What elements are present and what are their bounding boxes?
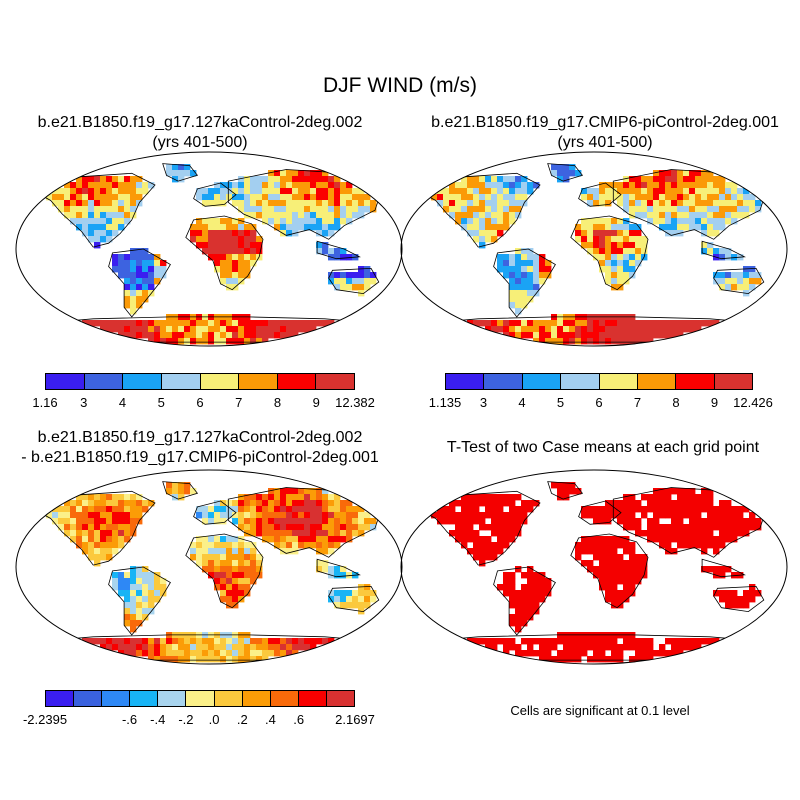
colorbar-swatch [561, 374, 600, 389]
colorbar-tick-label: 2.1697 [335, 712, 375, 727]
colorbar-c [45, 690, 355, 707]
colorbar-b-labels: 1.135 3 4 5 6 7 8 9 12.426 [429, 395, 773, 411]
colorbar-a-labels: 1.16 3 4 5 6 7 8 9 12.382 [32, 395, 375, 411]
map-panel-a [15, 151, 403, 347]
colorbar-tick-label: 3 [80, 395, 88, 410]
colorbar-tick-label: .6 [293, 712, 305, 727]
colorbar-swatch [298, 691, 327, 706]
colorbar-tick-label: 3 [479, 395, 488, 410]
colorbar-tick-label: 6 [595, 395, 603, 410]
colorbar-tick-label: 7 [235, 395, 243, 410]
colorbar-tick-label: .2 [236, 712, 248, 727]
colorbar-tick-label: 4 [518, 395, 526, 410]
map-grid-cells [431, 482, 762, 663]
panel-b-title: b.e21.B1850.f19_g17.CMIP6-piControl-2deg… [395, 113, 800, 153]
colorbar-tick-label: 9 [312, 395, 320, 410]
colorbar-tick-label: .4 [265, 712, 276, 727]
colorbar-swatch [522, 374, 562, 389]
colorbar-swatch [277, 374, 317, 389]
colorbar-swatch [158, 691, 187, 706]
colorbar-tick-label: 4 [118, 395, 127, 410]
colorbar-swatch [242, 691, 271, 706]
colorbar-tick-label: 7 [633, 395, 642, 410]
map-grid-cells [46, 164, 377, 345]
colorbar-swatch [316, 374, 354, 389]
colorbar-tick-label: 1.16 [32, 395, 58, 410]
map-border [15, 151, 403, 347]
colorbar-tick-label: -.4 [150, 712, 166, 727]
map-panel-d [400, 469, 788, 665]
colorbar-swatch [239, 374, 278, 389]
map-grid-cells [431, 164, 762, 345]
panel-c-title-line2: - b.e21.B1850.f19_g17.CMIP6-piControl-2d… [21, 449, 379, 466]
colorbar-swatch [714, 374, 752, 389]
colorbar-swatch [676, 374, 715, 389]
colorbar-tick-label: -.2 [178, 712, 194, 727]
panel-b-title-line1: b.e21.B1850.f19_g17.CMIP6-piControl-2deg… [431, 114, 779, 131]
colorbar-swatch [84, 374, 124, 389]
colorbar-tick-label: 6 [196, 395, 204, 410]
colorbar-tick-label: 1.135 [428, 395, 462, 410]
colorbar-tick-label: 8 [273, 395, 282, 410]
panel-a-title-line1: b.e21.B1850.f19_g17.127kaControl-2deg.00… [37, 114, 363, 131]
map-border [400, 151, 788, 347]
figure-title: DJF WIND (m/s) [323, 74, 477, 97]
colorbar-tick-label: 9 [710, 395, 719, 410]
colorbar-swatch [130, 691, 159, 706]
colorbar-tick-label: 5 [157, 395, 165, 410]
map-border [400, 469, 788, 665]
colorbar-b [445, 373, 753, 390]
panel-b-title-line2: (yrs 401-500) [557, 134, 653, 151]
colorbar-swatch [637, 374, 677, 389]
map-panel-c [15, 469, 403, 665]
colorbar-swatch [270, 691, 299, 706]
panel-a-title: b.e21.B1850.f19_g17.127kaControl-2deg.00… [0, 113, 408, 153]
colorbar-swatch [446, 374, 485, 389]
colorbar-swatch [123, 374, 162, 389]
colorbar-swatch [102, 691, 131, 706]
panel-c-title: b.e21.B1850.f19_g17.127kaControl-2deg.00… [0, 428, 408, 468]
map-grid-cells [46, 482, 377, 663]
colorbar-swatch [74, 691, 103, 706]
colorbar-swatch [599, 374, 638, 389]
significance-footnote: Cells are significant at 0.1 level [510, 703, 690, 718]
panel-c-title-line1: b.e21.B1850.f19_g17.127kaControl-2deg.00… [37, 429, 363, 446]
colorbar-tick-label: 8 [672, 395, 680, 410]
panel-d-title: T-Test of two Case means at each grid po… [446, 439, 760, 456]
map-border [15, 469, 403, 665]
colorbar-swatch [214, 691, 243, 706]
colorbar-swatch [161, 374, 201, 389]
colorbar-a [45, 373, 355, 390]
colorbar-tick-label: -.6 [121, 712, 138, 727]
colorbar-swatch [200, 374, 240, 389]
colorbar-tick-label: 5 [556, 395, 565, 410]
colorbar-tick-label: .0 [208, 712, 220, 727]
colorbar-swatch [46, 374, 85, 389]
panel-a-title-line2: (yrs 401-500) [152, 134, 248, 151]
colorbar-tick-label: 12.382 [335, 395, 375, 410]
colorbar-tick-label: 12.426 [733, 395, 773, 410]
colorbar-c-labels: -2.2395 -.6 -.4 -.2 .0 .2 .4 .6 2.1697 [23, 712, 375, 728]
colorbar-swatch [46, 691, 75, 706]
colorbar-tick-label: -2.2395 [22, 712, 68, 727]
colorbar-swatch [186, 691, 215, 706]
colorbar-swatch [326, 691, 355, 706]
colorbar-swatch [484, 374, 523, 389]
map-panel-b [400, 151, 788, 347]
